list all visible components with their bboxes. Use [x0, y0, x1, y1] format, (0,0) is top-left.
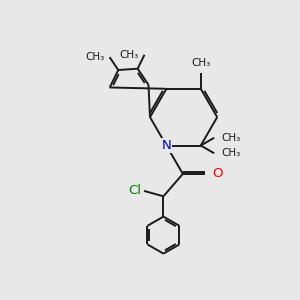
Text: CH₃: CH₃ — [120, 50, 139, 60]
Text: N: N — [161, 139, 171, 152]
Text: Cl: Cl — [129, 184, 142, 197]
Text: CH₃: CH₃ — [222, 133, 241, 143]
Text: CH₃: CH₃ — [85, 52, 104, 62]
Text: CH₃: CH₃ — [191, 58, 210, 68]
Text: O: O — [212, 167, 222, 180]
Text: CH₃: CH₃ — [222, 148, 241, 158]
